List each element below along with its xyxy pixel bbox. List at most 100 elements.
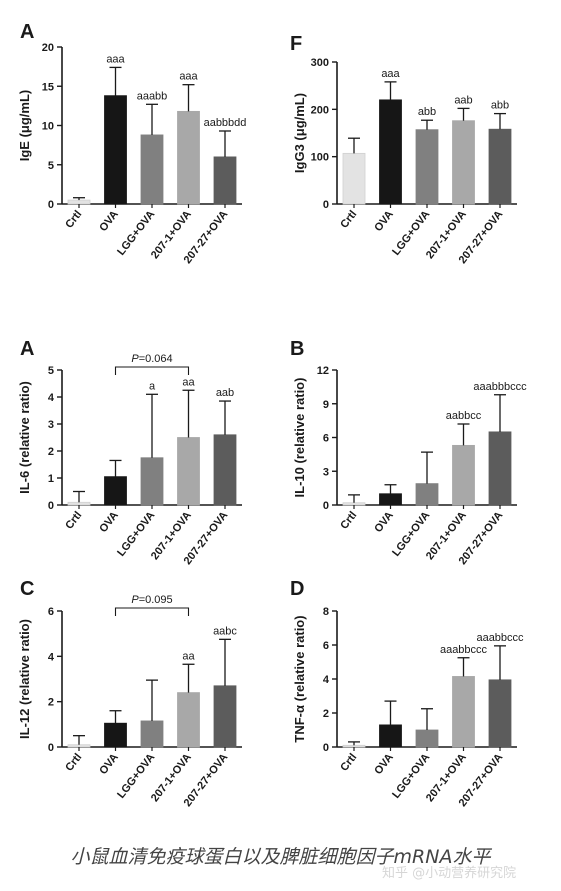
x-tick-label: Crtl (338, 208, 359, 230)
x-tick-label: OVA (372, 509, 396, 535)
panel-letter: A (20, 21, 34, 43)
bar-LGG+OVA (140, 720, 164, 748)
panel-letter: C (20, 578, 34, 600)
y-tick-label: 1 (48, 473, 54, 485)
bar-Crtl (67, 199, 91, 205)
y-tick-label: 0 (323, 199, 329, 211)
p-value-bracket (114, 366, 190, 375)
figure-caption: 小鼠血清免疫球蛋白以及脾脏细胞因子mRNA水平 (70, 846, 491, 868)
significance-label: a (149, 380, 156, 392)
x-tick-label: OVA (97, 208, 121, 234)
y-tick-label: 3 (48, 419, 54, 431)
y-tick-label: 0 (323, 742, 329, 754)
x-tick-label: OVA (97, 509, 121, 535)
bar-LGG+OVA (415, 129, 439, 205)
y-tick-label: 20 (42, 42, 54, 54)
y-tick-label: 2 (323, 708, 329, 720)
bar-207-1+OVA (177, 437, 200, 506)
bar-207-1+OVA (177, 692, 200, 748)
bar-LGG+OVA (140, 134, 164, 205)
x-tick-label: Crtl (63, 509, 84, 531)
y-tick-label: 10 (42, 121, 54, 133)
significance-label: aaa (381, 68, 400, 80)
y-tick-label: 0 (48, 742, 54, 754)
y-axis-label: IgE (μg/mL) (17, 90, 32, 162)
y-tick-label: 4 (323, 674, 330, 686)
p-value-label: P=0.064 (131, 353, 172, 365)
bar-OVA (379, 99, 402, 205)
y-axis-label: TNF-α (relative ratio) (292, 615, 307, 742)
significance-label: aaabbccc (440, 644, 488, 656)
y-tick-label: 2 (48, 697, 54, 709)
bar-OVA (104, 95, 127, 205)
significance-label: aa (182, 650, 195, 662)
y-axis-label: IL-12 (relative ratio) (17, 619, 32, 739)
significance-label: aaabb (137, 90, 168, 102)
y-tick-label: 0 (323, 500, 329, 512)
significance-label: aab (216, 387, 234, 399)
bar-207-1+OVA (452, 120, 475, 205)
bar-LGG+OVA (140, 457, 164, 506)
panel-letter: B (290, 338, 304, 360)
y-tick-label: 100 (311, 152, 329, 164)
significance-label: aab (454, 94, 472, 106)
bar-207-27+OVA (488, 128, 512, 205)
bar-OVA (379, 724, 402, 748)
y-tick-label: 9 (323, 399, 329, 411)
bar-OVA (379, 493, 402, 506)
bar-207-1+OVA (177, 110, 200, 205)
bar-207-27+OVA (488, 431, 512, 506)
y-tick-label: 6 (48, 606, 54, 618)
significance-label: abb (418, 106, 436, 118)
y-tick-label: 0 (48, 500, 54, 512)
bar-207-27+OVA (213, 156, 237, 205)
bar-LGG+OVA (415, 729, 439, 748)
y-tick-label: 8 (323, 606, 329, 618)
x-tick-label: OVA (372, 208, 396, 234)
p-value-bracket (114, 607, 190, 616)
bar-207-27+OVA (213, 685, 237, 748)
bar-Crtl (67, 744, 91, 748)
bar-Crtl (342, 744, 366, 748)
panel-letter: F (290, 33, 302, 55)
bar-Crtl (342, 502, 366, 506)
x-tick-label: OVA (372, 751, 396, 777)
bar-207-1+OVA (452, 444, 475, 506)
bar-Crtl (342, 152, 366, 205)
x-tick-label: Crtl (338, 509, 359, 531)
bar-OVA (104, 722, 127, 748)
y-axis-label: IL-6 (relative ratio) (17, 381, 32, 494)
y-tick-label: 300 (311, 57, 329, 69)
y-tick-label: 0 (48, 199, 54, 211)
watermark: 知乎 @小动营养研究院 (382, 866, 517, 881)
y-tick-label: 200 (311, 104, 329, 116)
y-tick-label: 5 (48, 160, 54, 172)
significance-label: abb (491, 100, 509, 112)
y-tick-label: 5 (48, 365, 54, 377)
panel-letter: D (290, 578, 304, 600)
significance-label: aabbcc (446, 410, 482, 422)
y-tick-label: 6 (323, 640, 329, 652)
y-tick-label: 4 (48, 392, 55, 404)
panel-letter: A (20, 338, 34, 360)
y-tick-label: 15 (42, 81, 54, 93)
x-tick-label: Crtl (338, 751, 359, 773)
significance-label: aa (182, 376, 195, 388)
bar-Crtl (67, 501, 91, 506)
y-axis-label: IL-10 (relative ratio) (292, 378, 307, 498)
x-tick-label: Crtl (63, 751, 84, 773)
y-tick-label: 4 (48, 651, 55, 663)
p-value-label: P=0.095 (131, 594, 172, 606)
x-tick-label: Crtl (63, 208, 84, 230)
y-tick-label: 2 (48, 446, 54, 458)
bar-207-1+OVA (452, 676, 475, 748)
bar-OVA (104, 476, 127, 506)
y-tick-label: 12 (317, 365, 329, 377)
